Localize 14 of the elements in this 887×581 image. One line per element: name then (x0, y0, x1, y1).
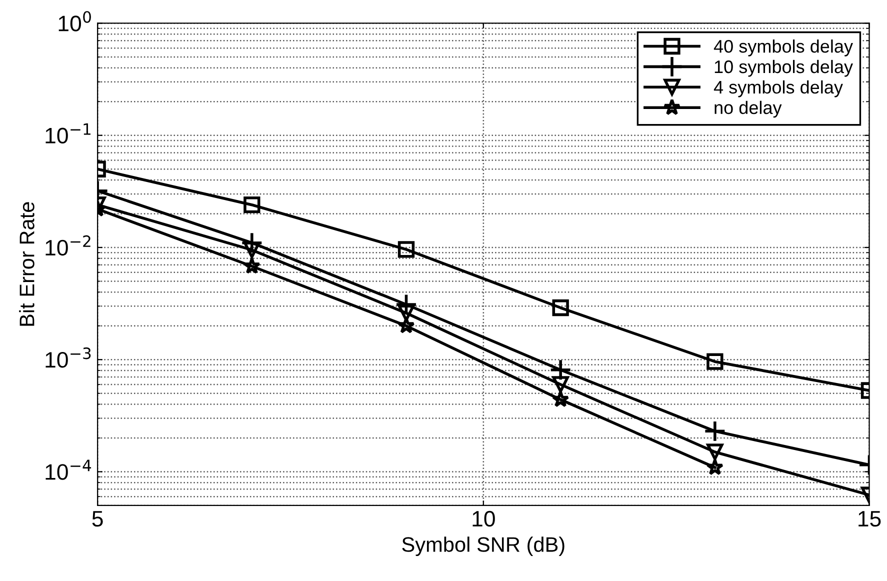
y-tick-label: 10$^{−1}$ (46, 123, 90, 144)
x-tick-label: 5 (92, 511, 103, 527)
legend-label: 40 symbols delay (714, 39, 853, 56)
x-tick-label: 10 (472, 510, 495, 527)
y-tick-label: 10$^{−4}$ (46, 460, 92, 480)
y-tick-label: 10$^{0}$ (58, 11, 91, 32)
y-axis-title: Bit Error Rate (19, 202, 34, 326)
y-tick-label: 10$^{−2}$ (46, 235, 90, 256)
legend-label: 4 symbols delay (714, 80, 843, 98)
y-tick-label: 10$^{−3}$ (46, 347, 91, 368)
x-tick-label: 15 (858, 511, 881, 527)
legend-label: 10 symbols delay (714, 60, 853, 77)
x-axis-title: Symbol SNR (dB) (402, 536, 564, 556)
legend-label: no delay (714, 100, 782, 118)
